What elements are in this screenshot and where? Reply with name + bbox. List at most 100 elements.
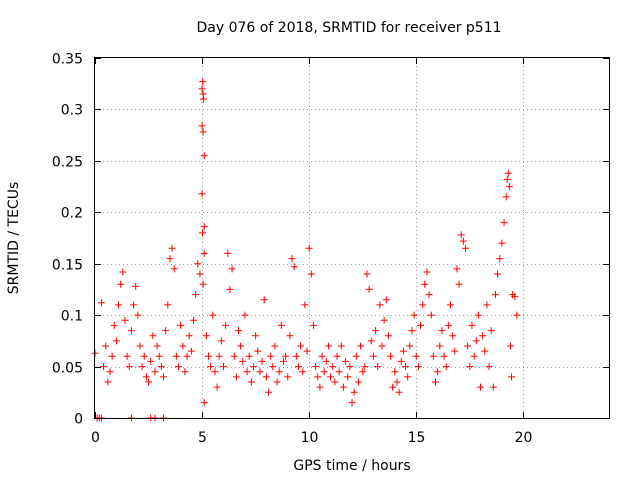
data-point [357, 342, 365, 350]
data-point [292, 352, 300, 360]
data-point [503, 175, 511, 183]
data-point [506, 342, 514, 350]
data-point [245, 352, 253, 360]
data-point [391, 368, 399, 376]
data-point [160, 373, 168, 381]
data-point [346, 363, 354, 371]
data-point [199, 78, 207, 86]
data-point [286, 332, 294, 340]
data-point [264, 388, 272, 396]
data-point [318, 352, 326, 360]
data-point [132, 282, 140, 290]
data-point [312, 363, 320, 371]
data-point [202, 332, 210, 340]
data-point [185, 332, 193, 340]
data-point [421, 280, 429, 288]
data-point [241, 311, 249, 319]
data-point [384, 332, 392, 340]
data-point [451, 347, 459, 355]
data-point [432, 378, 440, 386]
data-point [393, 378, 401, 386]
data-point [102, 342, 110, 350]
data-point [464, 342, 472, 350]
data-point [170, 265, 178, 273]
data-point [125, 363, 133, 371]
data-point [140, 352, 148, 360]
y-tick-label: 0.3 [61, 103, 83, 119]
y-tick-labels: 0 0.05 0.1 0.15 0.2 0.25 0.3 0.35 [52, 52, 83, 428]
data-point [232, 373, 240, 381]
data-point [224, 249, 232, 257]
data-point [406, 342, 414, 350]
data-point [106, 368, 114, 376]
data-point [149, 332, 157, 340]
data-point [151, 368, 159, 376]
data-point [335, 368, 343, 376]
data-point [504, 169, 512, 177]
data-point [455, 280, 463, 288]
data-point [389, 383, 397, 391]
data-point [145, 378, 153, 386]
data-point [472, 337, 480, 345]
data-point [157, 363, 165, 371]
data-point [222, 321, 230, 329]
data-point [112, 337, 120, 345]
data-point [440, 352, 448, 360]
data-point [275, 368, 283, 376]
y-tick-label: 0.35 [52, 52, 83, 68]
data-point [205, 352, 213, 360]
data-point [459, 237, 467, 245]
data-point [142, 373, 150, 381]
data-point [97, 299, 105, 307]
data-point [138, 363, 146, 371]
data-point [320, 368, 328, 376]
data-point [453, 265, 461, 273]
data-point [337, 342, 345, 350]
data-point [190, 316, 198, 324]
x-axis-label: GPS time / hours [293, 458, 410, 474]
data-point [333, 352, 341, 360]
y-tick-label: 0.05 [52, 361, 83, 377]
data-point [511, 293, 519, 301]
data-point [237, 342, 245, 350]
data-point [271, 342, 279, 350]
data-point [181, 368, 189, 376]
data-point [322, 357, 330, 365]
data-point [305, 244, 313, 252]
data-point [489, 383, 497, 391]
data-point [290, 263, 298, 271]
data-point [502, 193, 510, 201]
data-point [297, 342, 305, 350]
data-point [288, 255, 296, 263]
data-point [187, 347, 195, 355]
data-point [367, 337, 375, 345]
data-point [209, 311, 217, 319]
data-point [192, 291, 200, 299]
data-point [462, 244, 470, 252]
data-point [342, 357, 350, 365]
data-point [183, 352, 191, 360]
x-tick-label: 5 [198, 430, 207, 446]
data-point [179, 342, 187, 350]
data-point [198, 190, 206, 198]
data-point [500, 219, 508, 227]
data-point [395, 388, 403, 396]
data-point [130, 301, 138, 309]
y-tick-label: 0.25 [52, 155, 83, 171]
data-point [277, 321, 285, 329]
data-point [254, 347, 262, 355]
data-point [374, 363, 382, 371]
data-point [513, 311, 521, 319]
data-point [438, 327, 446, 335]
data-point [100, 363, 108, 371]
data-point [474, 311, 482, 319]
data-point [301, 301, 309, 309]
data-point [487, 327, 495, 335]
data-point [378, 342, 386, 350]
data-point [198, 122, 206, 130]
data-point [307, 270, 315, 278]
data-point [494, 270, 502, 278]
data-point [468, 321, 476, 329]
data-point [243, 368, 251, 376]
